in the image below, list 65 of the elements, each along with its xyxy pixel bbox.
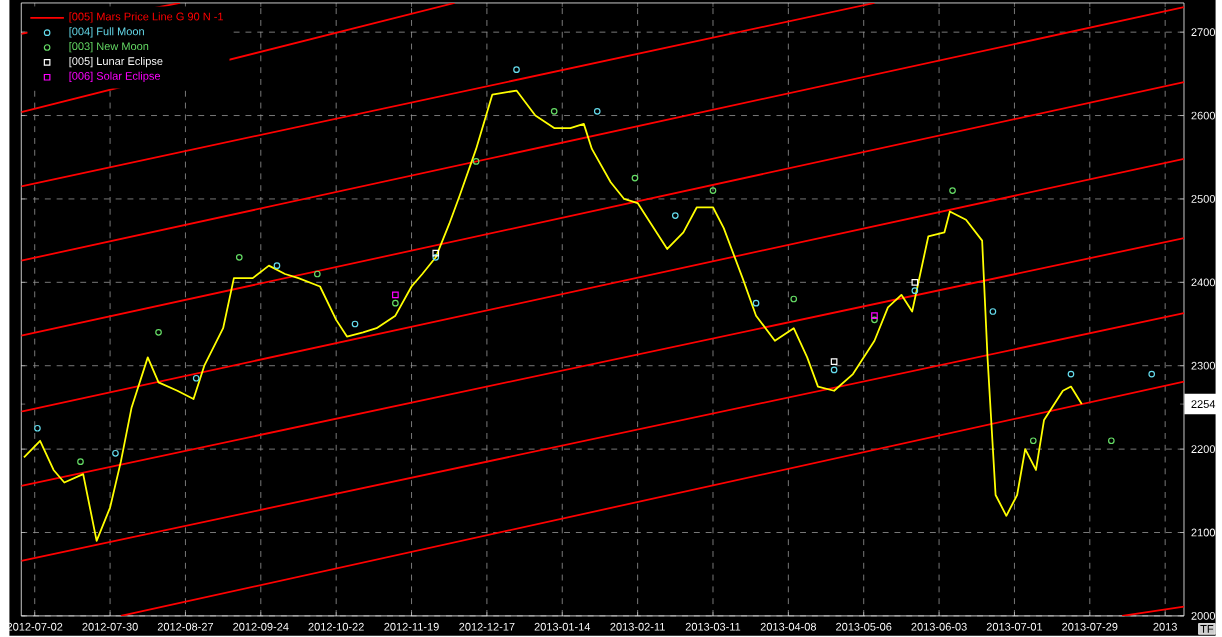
- legend-label: [005] Lunar Eclipse: [69, 56, 163, 68]
- legend-label: [006] Solar Eclipse: [69, 71, 161, 82]
- y-tick-label: 2700: [1191, 28, 1216, 36]
- point: [472, 157, 480, 165]
- x-tick-label: 2013-04-08: [760, 622, 817, 631]
- x-tick-label: 2012-08-27: [157, 622, 214, 631]
- x-tick-label: 2012-09-24: [233, 622, 289, 631]
- point: [513, 66, 520, 73]
- point: [631, 174, 639, 182]
- y-tick-label: 2400: [1191, 278, 1216, 287]
- y-tick-label: 2600: [1191, 111, 1216, 120]
- point: [989, 308, 997, 315]
- point: [830, 366, 838, 374]
- y-tick-label: 2300: [1191, 361, 1216, 370]
- point: [752, 299, 760, 307]
- point: [949, 187, 956, 194]
- x-tick-label: 2013: [1153, 622, 1177, 631]
- point: [1067, 370, 1075, 378]
- y-tick-label: 2254: [1191, 400, 1216, 408]
- point: [709, 187, 717, 194]
- legend-label: [005] Mars Price Line G 90 N -1: [69, 12, 224, 23]
- point: [313, 270, 321, 278]
- y-tick-label: 2200: [1191, 445, 1216, 453]
- point: [273, 262, 281, 269]
- x-tick-label: 2013-03-11: [685, 622, 741, 631]
- point: [1148, 370, 1156, 378]
- text: TF: [1200, 625, 1214, 633]
- point: [911, 287, 919, 294]
- point: [392, 299, 399, 307]
- x-tick-label: 2012-07-30: [82, 622, 138, 631]
- point: [432, 249, 440, 257]
- y-tick-label: 2500: [1191, 194, 1216, 203]
- point: [34, 424, 41, 432]
- point: [671, 212, 679, 219]
- x-tick-label: 2013-01-14: [534, 622, 591, 631]
- point: [351, 320, 359, 328]
- legend-label: [004] Full Moon: [69, 27, 144, 38]
- point: [871, 316, 878, 324]
- x-tick-label: 2013-07-29: [1062, 622, 1118, 631]
- x-tick-label: 2012-12-17: [459, 622, 515, 631]
- y-tick-label: 2000: [1191, 611, 1216, 620]
- point: [911, 278, 919, 286]
- x-tick-label: 2013-02-11: [610, 622, 665, 631]
- point: [155, 328, 162, 336]
- x-tick-label: 2013-06-03: [911, 622, 967, 631]
- point: [871, 312, 878, 319]
- line-series: [23, 89, 1083, 542]
- point: [432, 253, 440, 261]
- point: [392, 291, 399, 299]
- point: [192, 374, 200, 382]
- x-tick-label: 2012-11-19: [384, 622, 439, 631]
- point: [235, 253, 243, 261]
- y-tick-label: 2100: [1191, 528, 1216, 537]
- point: [790, 295, 798, 303]
- point: [112, 449, 119, 457]
- x-tick-label: 2013-07-01: [986, 622, 1043, 631]
- x-tick-label: 2012-10-22: [308, 622, 364, 631]
- point: [550, 107, 558, 115]
- legend-label: [003] New Moon: [69, 41, 149, 53]
- point: [1107, 437, 1115, 445]
- point: [593, 107, 601, 115]
- point: [1029, 437, 1037, 445]
- x-tick-label: 2013-05-06: [836, 622, 892, 631]
- point: [77, 458, 84, 465]
- point: [830, 358, 838, 365]
